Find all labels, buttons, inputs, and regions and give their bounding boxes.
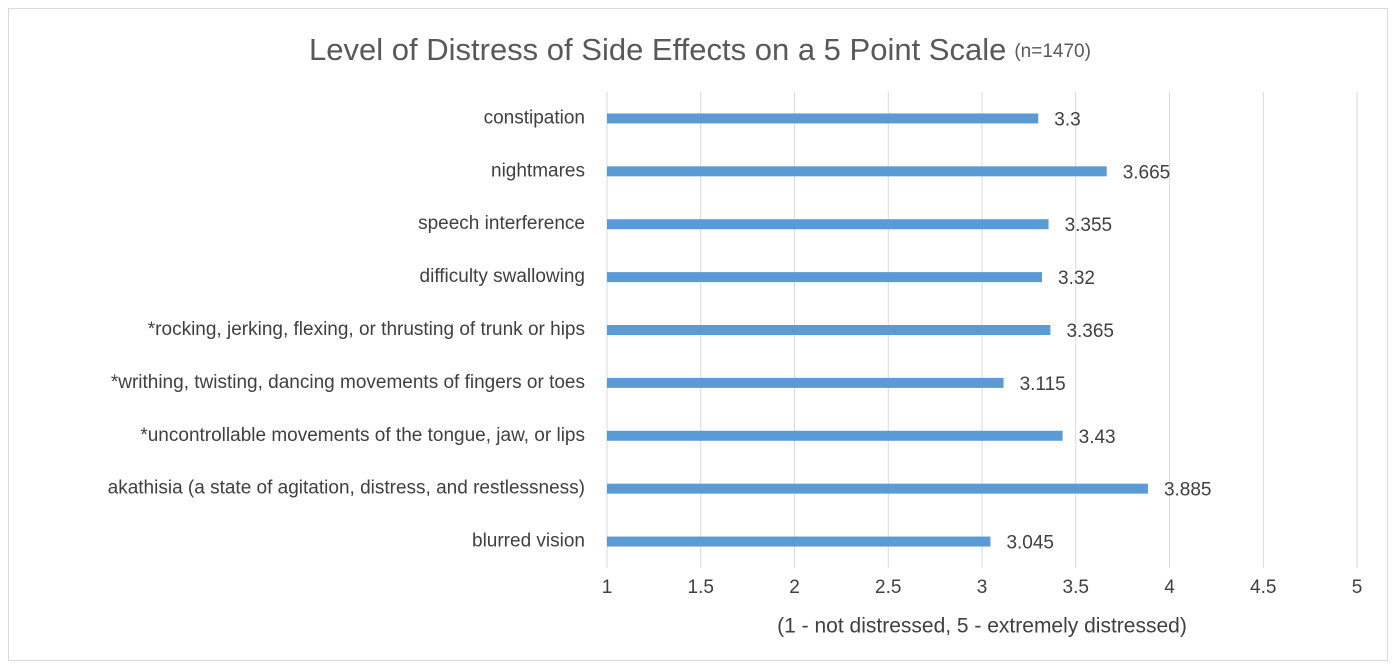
y-tick-label: *uncontrollable movements of the tongue,… <box>140 425 585 446</box>
y-tick-label: *rocking, jerking, flexing, or thrusting… <box>148 319 585 340</box>
data-label: 3.3 <box>1054 109 1080 130</box>
x-tick-label: 1.5 <box>688 577 714 598</box>
x-tick-label: 1 <box>602 577 613 598</box>
bar <box>607 166 1107 177</box>
y-tick-label: akathisia (a state of agitation, distres… <box>108 478 585 499</box>
y-tick-label: speech interference <box>418 213 585 234</box>
chart-title-group: Level of Distress of Side Effects on a 5… <box>309 32 1091 67</box>
data-label: 3.43 <box>1079 427 1116 448</box>
y-tick-label: difficulty swallowing <box>420 266 585 287</box>
data-label: 3.665 <box>1123 162 1171 183</box>
bar <box>607 325 1051 335</box>
y-tick-label: constipation <box>484 107 585 128</box>
bar <box>607 377 1004 388</box>
chart-subtitle: (n=1470) <box>1014 41 1091 62</box>
bar <box>607 219 1049 230</box>
bar <box>607 113 1039 124</box>
data-label: 3.355 <box>1065 215 1113 236</box>
x-axis-label: (1 - not distressed, 5 - extremely distr… <box>777 615 1187 638</box>
x-tick-label: 4 <box>1164 577 1175 598</box>
x-tick-label: 4.5 <box>1250 577 1276 598</box>
x-tick-label: 3.5 <box>1063 577 1089 598</box>
x-tick-label: 3 <box>977 577 988 598</box>
x-tick-label: 2.5 <box>875 577 901 598</box>
bar <box>607 483 1148 494</box>
data-label: 3.115 <box>1020 374 1066 395</box>
data-label: 3.32 <box>1058 268 1095 289</box>
data-label: 3.885 <box>1164 480 1212 501</box>
y-tick-label: *writhing, twisting, dancing movements o… <box>111 372 585 393</box>
chart-title: Level of Distress of Side Effects on a 5… <box>309 32 1006 67</box>
x-tick-label: 2 <box>789 577 800 598</box>
y-tick-label: blurred vision <box>472 531 585 552</box>
bar <box>607 430 1063 441</box>
bar <box>607 536 991 547</box>
bar <box>607 272 1042 283</box>
data-label: 3.045 <box>1006 533 1054 554</box>
y-tick-label: nightmares <box>491 160 585 181</box>
x-tick-label: 5 <box>1352 577 1363 598</box>
data-label: 3.365 <box>1066 321 1114 342</box>
